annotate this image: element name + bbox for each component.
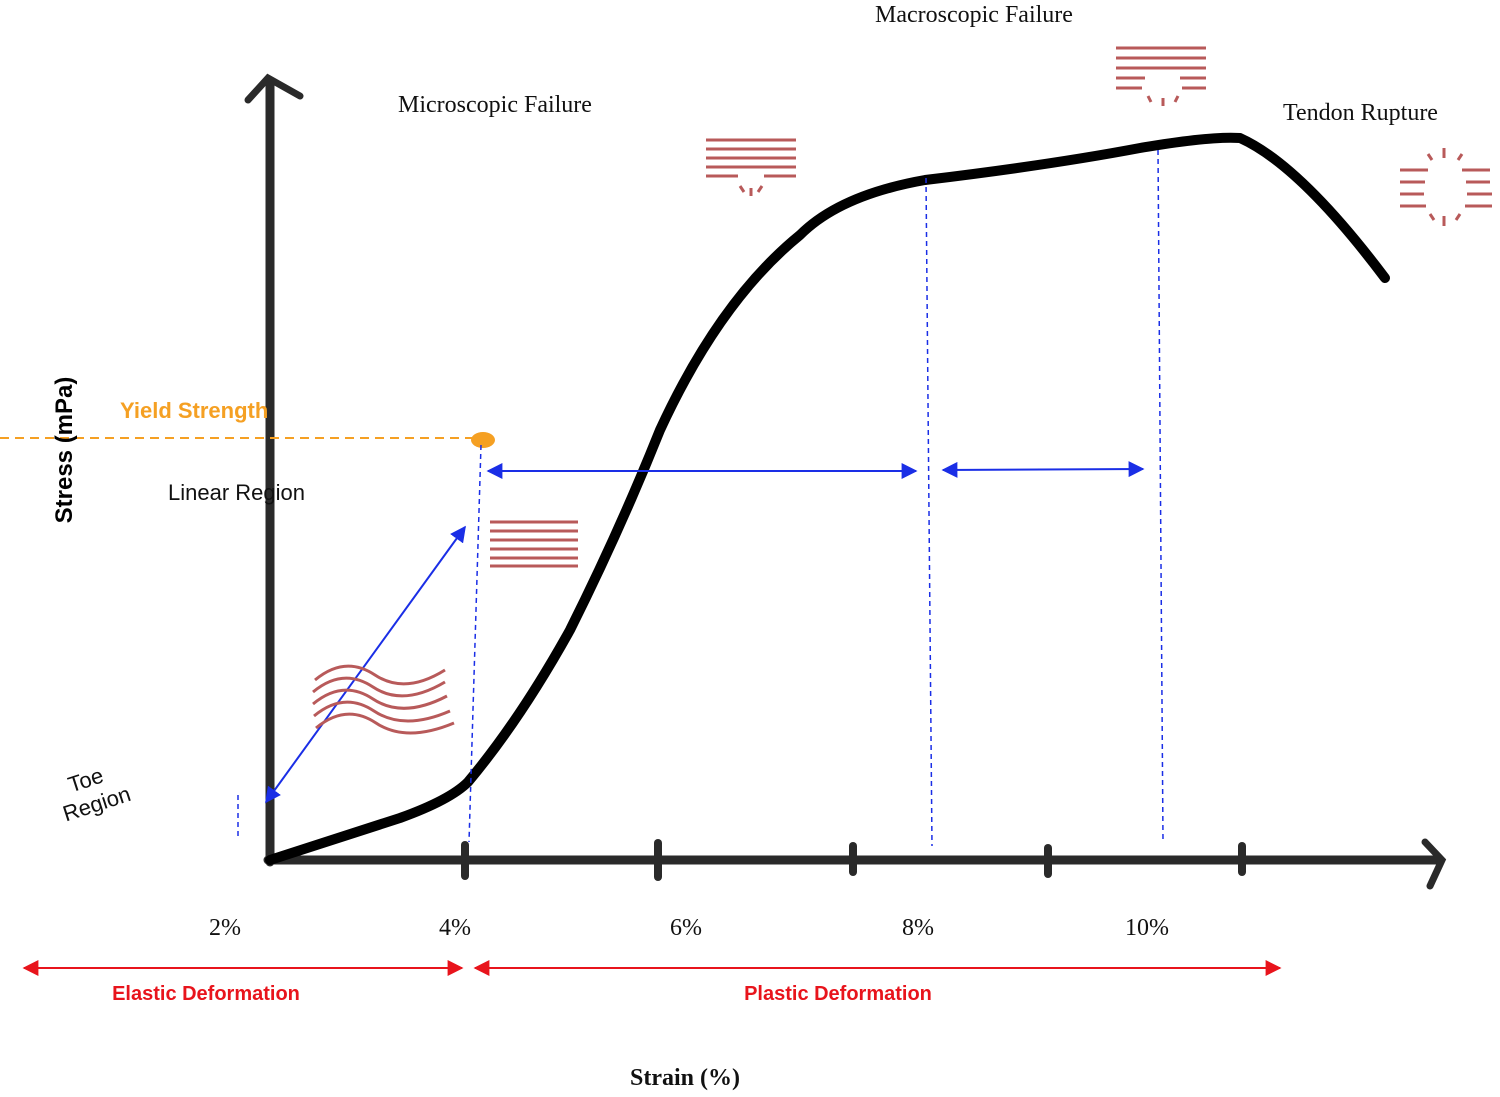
guides bbox=[237, 149, 1164, 847]
microscopic-label: Microscopic Failure bbox=[398, 92, 592, 118]
x-tick-label: 2% bbox=[209, 915, 241, 941]
yield-label: Yield Strength bbox=[120, 398, 268, 423]
fiber-icons bbox=[312, 46, 1492, 735]
plastic-label: Plastic Deformation bbox=[744, 983, 932, 1005]
x-axis-label: Strain (%) bbox=[630, 1065, 740, 1091]
x-tick-label: 6% bbox=[670, 915, 702, 941]
elastic-label: Elastic Deformation bbox=[112, 983, 300, 1005]
yield-point bbox=[471, 432, 495, 448]
x-tick-label: 8% bbox=[902, 915, 934, 941]
rupture-label: Tendon Rupture bbox=[1283, 100, 1438, 126]
macroscopic-label: Macroscopic Failure bbox=[875, 2, 1073, 28]
x-tick-label: 4% bbox=[439, 915, 471, 941]
x-tick-label: 10% bbox=[1125, 915, 1169, 941]
stress-strain-curve bbox=[265, 132, 1390, 865]
linear-region-label: Linear Region bbox=[168, 480, 305, 505]
y-axis-label: Stress (mPa) bbox=[51, 377, 78, 524]
